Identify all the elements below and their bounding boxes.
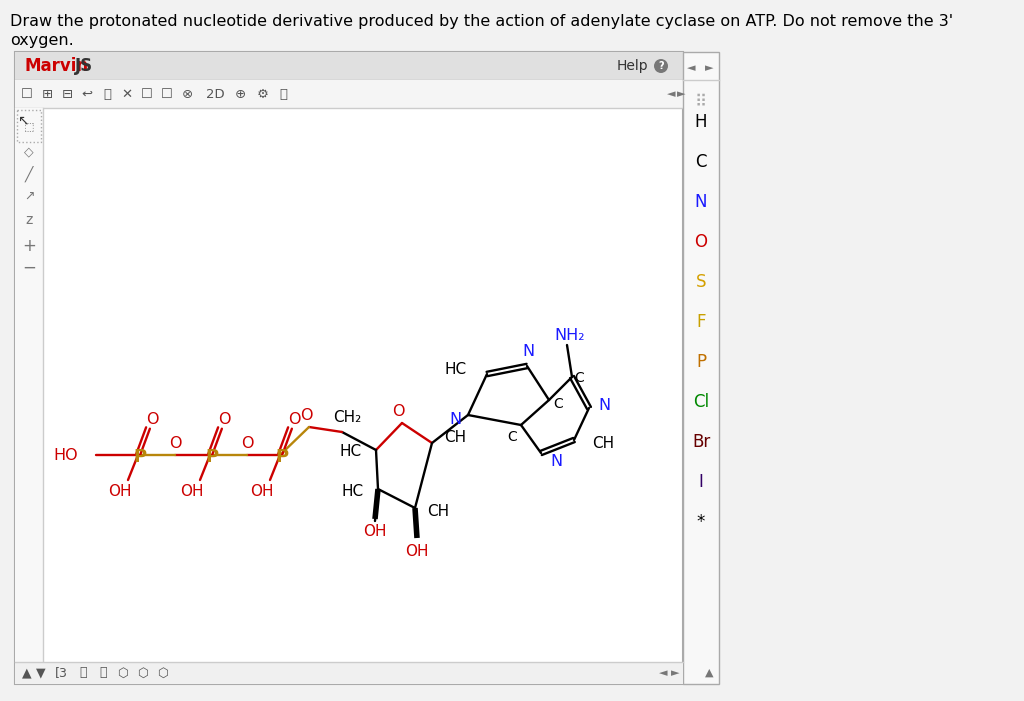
Text: N: N: [598, 397, 610, 412]
Text: O: O: [169, 435, 181, 451]
Bar: [15, 52, 683, 684]
Text: S: S: [695, 273, 707, 291]
Bar: [17, 110, 41, 142]
Text: OH: OH: [180, 484, 204, 500]
Text: H: H: [694, 113, 708, 131]
Text: HC: HC: [340, 444, 362, 459]
Text: Help: Help: [616, 59, 648, 73]
Text: CH: CH: [427, 503, 450, 519]
Text: ↆ: ↆ: [103, 88, 111, 100]
Text: N: N: [550, 454, 562, 468]
Text: ⊟: ⊟: [61, 88, 73, 100]
Text: ◄: ◄: [658, 668, 668, 678]
Text: ⓘ: ⓘ: [279, 88, 287, 100]
Bar: [15, 108, 43, 662]
Text: ▲: ▲: [705, 668, 714, 678]
Text: ?: ?: [658, 61, 664, 71]
Text: OH: OH: [406, 543, 429, 559]
Text: ↖: ↖: [17, 113, 29, 127]
Text: OH: OH: [109, 484, 132, 500]
Text: N: N: [694, 193, 708, 211]
Text: ⚙: ⚙: [257, 88, 269, 100]
Text: ◄: ◄: [667, 89, 675, 99]
Text: CH₂: CH₂: [333, 411, 361, 426]
Text: P: P: [206, 448, 218, 466]
Text: P: P: [133, 448, 146, 466]
Text: ⬡: ⬡: [158, 667, 168, 679]
Text: O: O: [288, 411, 300, 426]
Text: ◇: ◇: [25, 146, 34, 158]
Text: ⠿: ⠿: [695, 93, 707, 111]
Text: ⊗: ⊗: [181, 88, 193, 100]
Text: OH: OH: [250, 484, 273, 500]
Text: ⊕: ⊕: [234, 88, 246, 100]
Text: [3: [3: [54, 667, 68, 679]
Text: JS: JS: [75, 57, 93, 75]
Text: ►: ►: [705, 63, 714, 73]
Text: ☐: ☐: [22, 88, 33, 100]
Text: ☐: ☐: [161, 88, 173, 100]
Text: ↗: ↗: [24, 189, 34, 203]
Text: HC: HC: [342, 484, 364, 498]
Text: O: O: [392, 404, 404, 419]
Text: ►: ►: [677, 89, 685, 99]
Bar: [683, 52, 719, 684]
Bar: [15, 52, 683, 80]
Text: C: C: [574, 371, 584, 385]
Text: P: P: [696, 353, 707, 371]
Text: O: O: [145, 411, 159, 426]
Text: Cl: Cl: [693, 393, 709, 411]
Text: ⊞: ⊞: [41, 88, 52, 100]
Text: N: N: [449, 411, 461, 426]
Text: Draw the protonated nucleotide derivative produced by the action of adenylate cy: Draw the protonated nucleotide derivativ…: [10, 14, 953, 29]
Text: z: z: [26, 213, 33, 227]
Text: O: O: [241, 435, 253, 451]
Text: ◄: ◄: [687, 63, 695, 73]
Text: C: C: [695, 153, 707, 171]
Text: N: N: [522, 344, 535, 360]
Text: ╱: ╱: [25, 166, 33, 182]
Text: P: P: [275, 448, 289, 466]
Text: I: I: [698, 473, 703, 491]
Text: HO: HO: [53, 447, 78, 463]
Text: oxygen.: oxygen.: [10, 33, 74, 48]
Text: ⬡: ⬡: [118, 667, 128, 679]
Text: O: O: [218, 411, 230, 426]
Circle shape: [654, 59, 668, 73]
Text: ►: ►: [671, 668, 679, 678]
Text: ☐: ☐: [141, 88, 153, 100]
Text: CH: CH: [592, 437, 614, 451]
Text: CH: CH: [444, 430, 466, 446]
Text: F: F: [696, 313, 706, 331]
Text: Br: Br: [692, 433, 710, 451]
Text: ▲: ▲: [23, 667, 32, 679]
Text: OH: OH: [364, 524, 387, 540]
Text: Marvin: Marvin: [25, 57, 89, 75]
Text: −: −: [23, 259, 36, 277]
Text: C: C: [553, 397, 563, 411]
Text: ▼: ▼: [36, 667, 46, 679]
Text: ⬚: ⬚: [24, 121, 34, 131]
Text: ⬦: ⬦: [79, 667, 87, 679]
Text: O: O: [694, 233, 708, 251]
Text: NH₂: NH₂: [555, 329, 586, 343]
Text: HC: HC: [444, 362, 467, 376]
Text: +: +: [23, 237, 36, 255]
Text: ⬜: ⬜: [99, 667, 106, 679]
Text: C: C: [507, 430, 517, 444]
Bar: [15, 662, 683, 684]
Text: ✕: ✕: [122, 88, 132, 100]
Bar: [15, 80, 683, 108]
Text: O: O: [300, 407, 312, 423]
Text: ⬡: ⬡: [137, 667, 148, 679]
Text: ↩: ↩: [82, 88, 92, 100]
Text: 2D: 2D: [206, 88, 224, 100]
Text: *: *: [696, 513, 706, 531]
